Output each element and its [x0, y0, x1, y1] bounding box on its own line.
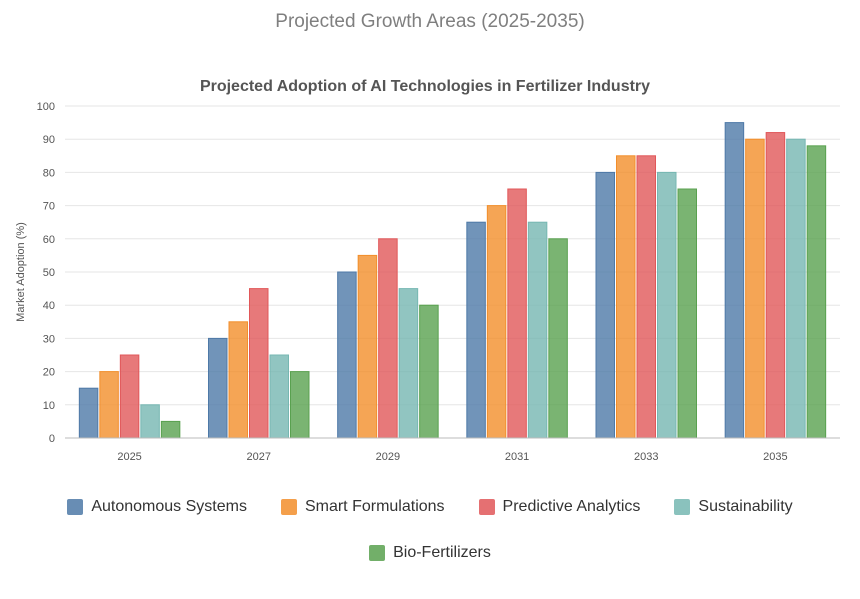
adoption-bar-chart: Projected Adoption of AI Technologies in…: [15, 78, 840, 463]
bar-predictive-analytics-2025[interactable]: [119, 354, 140, 439]
bar-predictive-analytics-2029[interactable]: [378, 238, 398, 439]
legend-label: Bio-Fertilizers: [393, 544, 491, 561]
y-axis-label: Market Adoption (%): [15, 222, 27, 322]
legend-item-bio-fertilizers[interactable]: Bio-Fertilizers: [369, 544, 491, 562]
bar-bio-fertilizers-2025[interactable]: [160, 420, 181, 439]
legend-item-smart-formulations[interactable]: Smart Formulations: [280, 498, 445, 516]
legend-swatch: [674, 499, 691, 515]
y-tick-label: 30: [43, 333, 55, 345]
bar-autonomous-systems-2029[interactable]: [337, 271, 357, 439]
legend-swatch: [478, 499, 495, 515]
y-tick-label: 70: [43, 201, 55, 213]
chart-legend: Autonomous Systems Smart Formulations Pred…: [30, 498, 830, 562]
y-tick-label: 90: [43, 134, 55, 146]
legend-label: Sustainability: [698, 498, 793, 515]
y-tick-label: 10: [43, 400, 55, 412]
y-tick-label: 40: [43, 300, 55, 312]
y-tick-label: 60: [43, 234, 55, 246]
bar-sustainability-2033[interactable]: [657, 171, 677, 439]
x-tick-label: 2027: [247, 451, 271, 463]
y-tick-label: 0: [49, 433, 55, 445]
legend-swatch: [280, 499, 297, 515]
bar-sustainability-2035[interactable]: [786, 138, 806, 439]
bar-smart-formulations-2027[interactable]: [228, 321, 248, 439]
chart-title: Projected Adoption of AI Technologies in…: [200, 78, 650, 95]
legend-label: Smart Formulations: [304, 498, 445, 515]
bar-smart-formulations-2035[interactable]: [745, 138, 765, 439]
bar-smart-formulations-2033[interactable]: [616, 155, 636, 439]
bar-predictive-analytics-2027[interactable]: [249, 288, 269, 439]
bar-bio-fertilizers-2035[interactable]: [806, 145, 827, 439]
bar-autonomous-systems-2031[interactable]: [466, 221, 486, 439]
bar-sustainability-2027[interactable]: [269, 354, 289, 439]
x-tick-label: 2035: [763, 451, 787, 463]
x-axis-ticks: 2025 2027 2029 2031 2033 2035: [117, 451, 787, 463]
bar-autonomous-systems-2027[interactable]: [208, 337, 228, 439]
y-tick-label: 50: [43, 267, 55, 279]
gridlines: [65, 105, 840, 439]
bar-sustainability-2029[interactable]: [398, 288, 419, 439]
bar-bio-fertilizers-2031[interactable]: [548, 238, 568, 439]
bars: [78, 122, 827, 439]
legend-label: Autonomous Systems: [91, 498, 247, 515]
x-tick-label: 2029: [376, 451, 400, 463]
page-title: Projected Growth Areas (2025-2035): [275, 11, 585, 32]
bar-predictive-analytics-2031[interactable]: [507, 188, 527, 439]
bar-autonomous-systems-2033[interactable]: [595, 171, 615, 439]
bar-smart-formulations-2025[interactable]: [99, 371, 119, 439]
legend-swatch: [67, 499, 84, 515]
bar-sustainability-2025[interactable]: [140, 404, 160, 439]
bar-smart-formulations-2029[interactable]: [357, 254, 378, 439]
y-tick-label: 80: [43, 167, 55, 179]
bar-predictive-analytics-2035[interactable]: [765, 132, 786, 439]
legend-item-sustainability[interactable]: Sustainability: [674, 498, 793, 516]
bar-sustainability-2031[interactable]: [527, 221, 548, 439]
x-tick-label: 2031: [505, 451, 529, 463]
bar-autonomous-systems-2035[interactable]: [724, 122, 745, 439]
legend-swatch: [369, 545, 386, 561]
y-tick-label: 20: [43, 367, 55, 379]
bar-bio-fertilizers-2029[interactable]: [419, 304, 439, 439]
bar-bio-fertilizers-2027[interactable]: [290, 371, 310, 439]
bar-autonomous-systems-2025[interactable]: [78, 387, 99, 439]
bar-bio-fertilizers-2033[interactable]: [677, 188, 697, 439]
bar-predictive-analytics-2033[interactable]: [636, 155, 656, 439]
legend-item-predictive-analytics[interactable]: Predictive Analytics: [478, 498, 641, 516]
x-tick-label: 2033: [634, 451, 658, 463]
bar-smart-formulations-2031[interactable]: [486, 205, 507, 439]
y-axis-ticks: 0 10 20 30 40 50 60 70 80 90 100: [37, 101, 55, 445]
legend-item-autonomous-systems[interactable]: Autonomous Systems: [67, 498, 247, 516]
y-tick-label: 100: [37, 101, 55, 113]
x-tick-label: 2025: [117, 451, 141, 463]
legend-label: Predictive Analytics: [502, 498, 641, 515]
